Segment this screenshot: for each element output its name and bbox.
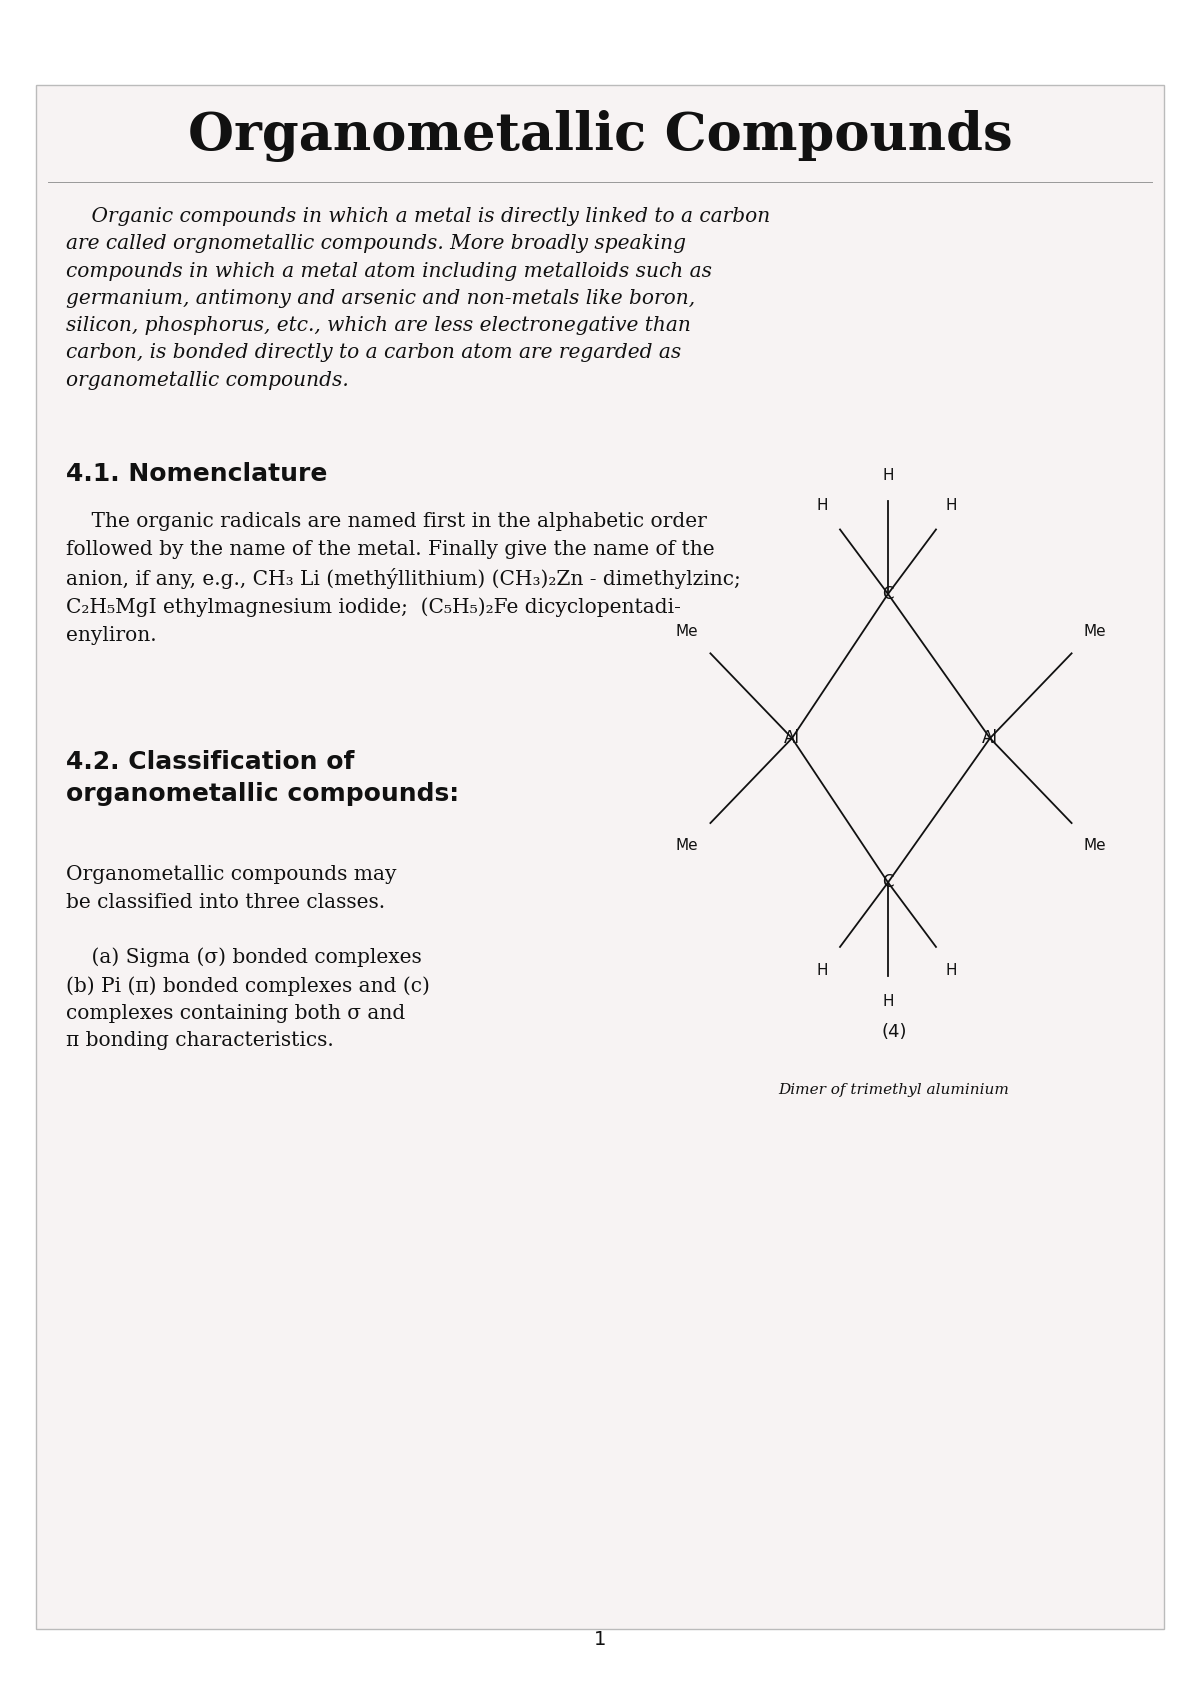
Text: C: C (882, 874, 894, 891)
Text: Me: Me (676, 624, 698, 638)
Text: The organic radicals are named first in the alphabetic order
followed by the nam: The organic radicals are named first in … (66, 512, 740, 645)
Text: 4.1. Nomenclature: 4.1. Nomenclature (66, 462, 328, 485)
Text: H: H (946, 499, 958, 512)
Text: (4): (4) (881, 1023, 907, 1040)
Text: Organic compounds in which a metal is directly linked to a carbon
are called org: Organic compounds in which a metal is di… (66, 207, 770, 390)
Text: Organometallic Compounds: Organometallic Compounds (187, 110, 1013, 163)
Text: Me: Me (1084, 624, 1106, 638)
Text: H: H (816, 499, 828, 512)
Text: Me: Me (676, 838, 698, 852)
Text: C: C (882, 585, 894, 602)
FancyBboxPatch shape (36, 85, 1164, 1629)
Text: 4.2. Classification of
organometallic compounds:: 4.2. Classification of organometallic co… (66, 750, 460, 806)
Text: H: H (882, 468, 894, 482)
Text: Me: Me (1084, 838, 1106, 852)
Text: H: H (946, 964, 958, 977)
Text: Al: Al (784, 730, 800, 747)
Text: Dimer of trimethyl aluminium: Dimer of trimethyl aluminium (779, 1083, 1009, 1096)
Text: H: H (816, 964, 828, 977)
Text: 1: 1 (594, 1631, 606, 1649)
Text: Organometallic compounds may
be classified into three classes.

    (a) Sigma (σ: Organometallic compounds may be classifi… (66, 865, 430, 1050)
Text: Al: Al (982, 730, 998, 747)
Text: H: H (882, 994, 894, 1008)
